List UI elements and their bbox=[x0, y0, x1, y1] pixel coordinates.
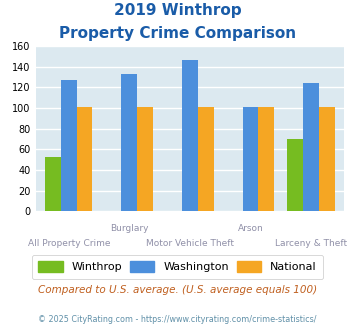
Bar bbox=[198, 107, 214, 211]
Text: Burglary: Burglary bbox=[110, 224, 149, 233]
Bar bbox=[121, 74, 137, 211]
Bar bbox=[61, 80, 77, 211]
Bar bbox=[319, 107, 335, 211]
Text: All Property Crime: All Property Crime bbox=[28, 239, 110, 248]
Text: © 2025 CityRating.com - https://www.cityrating.com/crime-statistics/: © 2025 CityRating.com - https://www.city… bbox=[38, 315, 317, 324]
Bar bbox=[45, 156, 61, 211]
Bar bbox=[77, 107, 92, 211]
Bar bbox=[137, 107, 153, 211]
Text: Motor Vehicle Theft: Motor Vehicle Theft bbox=[146, 239, 234, 248]
Text: Compared to U.S. average. (U.S. average equals 100): Compared to U.S. average. (U.S. average … bbox=[38, 285, 317, 295]
Text: 2019 Winthrop: 2019 Winthrop bbox=[114, 3, 241, 18]
Bar bbox=[258, 107, 274, 211]
Bar bbox=[288, 139, 303, 211]
Text: Property Crime Comparison: Property Crime Comparison bbox=[59, 26, 296, 41]
Text: Arson: Arson bbox=[237, 224, 263, 233]
Bar bbox=[182, 60, 198, 211]
Text: Larceny & Theft: Larceny & Theft bbox=[275, 239, 347, 248]
Legend: Winthrop, Washington, National: Winthrop, Washington, National bbox=[32, 255, 323, 279]
Bar bbox=[303, 83, 319, 211]
Bar bbox=[242, 107, 258, 211]
